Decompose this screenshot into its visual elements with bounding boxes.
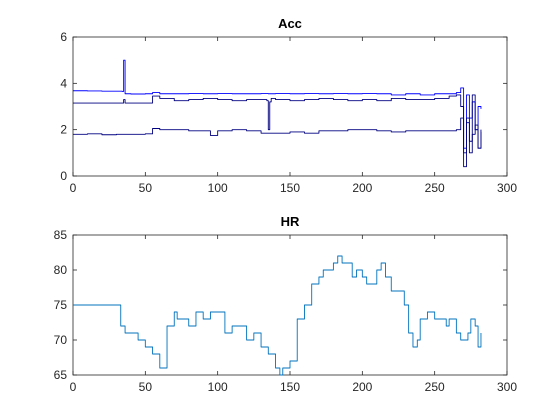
- hr-x-tick-label: 200: [352, 380, 372, 394]
- acc-x-tick-label: 300: [497, 181, 517, 195]
- acc-y-tick-label: 6: [60, 30, 67, 44]
- acc-y-tick-label: 2: [60, 123, 67, 137]
- hr-y-tick-label: 80: [54, 263, 68, 277]
- acc-panel: Acc 0 50 100 150 200 250 300 0 2 4 6: [60, 16, 517, 195]
- acc-x-tick-label: 100: [208, 181, 228, 195]
- hr-y-tick-label: 75: [54, 298, 68, 312]
- hr-x-tick-label: 100: [208, 380, 228, 394]
- hr-title: HR: [281, 214, 300, 229]
- acc-series-line-1: [73, 94, 482, 168]
- hr-y-tick-label: 85: [54, 228, 68, 242]
- hr-panel: HR 0 50 100 150 200 250 300 65 70 75 80 85: [54, 214, 518, 394]
- hr-x-tick-label: 150: [280, 380, 300, 394]
- hr-x-tick-label: 300: [497, 380, 517, 394]
- acc-x-tick-label: 50: [139, 181, 153, 195]
- acc-title: Acc: [278, 16, 302, 31]
- acc-x-tick-label: 150: [280, 181, 300, 195]
- acc-y-tick-label: 0: [60, 169, 67, 183]
- hr-plot-area: [73, 255, 482, 376]
- hr-x-tick-label: 250: [425, 380, 445, 394]
- acc-y-tick-label: 4: [60, 76, 67, 90]
- hr-x-axis: 0 50 100 150 200 250 300: [70, 235, 517, 394]
- hr-y-tick-label: 65: [54, 368, 68, 382]
- hr-series-line-0: [73, 255, 482, 376]
- acc-plot-area: [73, 59, 482, 168]
- acc-series-line-2: [73, 117, 482, 154]
- acc-y-axis: 0 2 4 6: [60, 30, 507, 183]
- hr-y-axis: 65 70 75 80 85: [54, 228, 507, 382]
- hr-axes-box: [72, 234, 508, 376]
- hr-x-tick-label: 0: [70, 380, 77, 394]
- hr-y-tick-label: 70: [54, 333, 68, 347]
- acc-x-axis: 0 50 100 150 200 250 300: [70, 37, 517, 195]
- acc-x-tick-label: 0: [70, 181, 77, 195]
- acc-x-tick-label: 250: [425, 181, 445, 195]
- acc-x-tick-label: 200: [352, 181, 372, 195]
- acc-axes-box: [72, 36, 508, 177]
- hr-x-tick-label: 50: [139, 380, 153, 394]
